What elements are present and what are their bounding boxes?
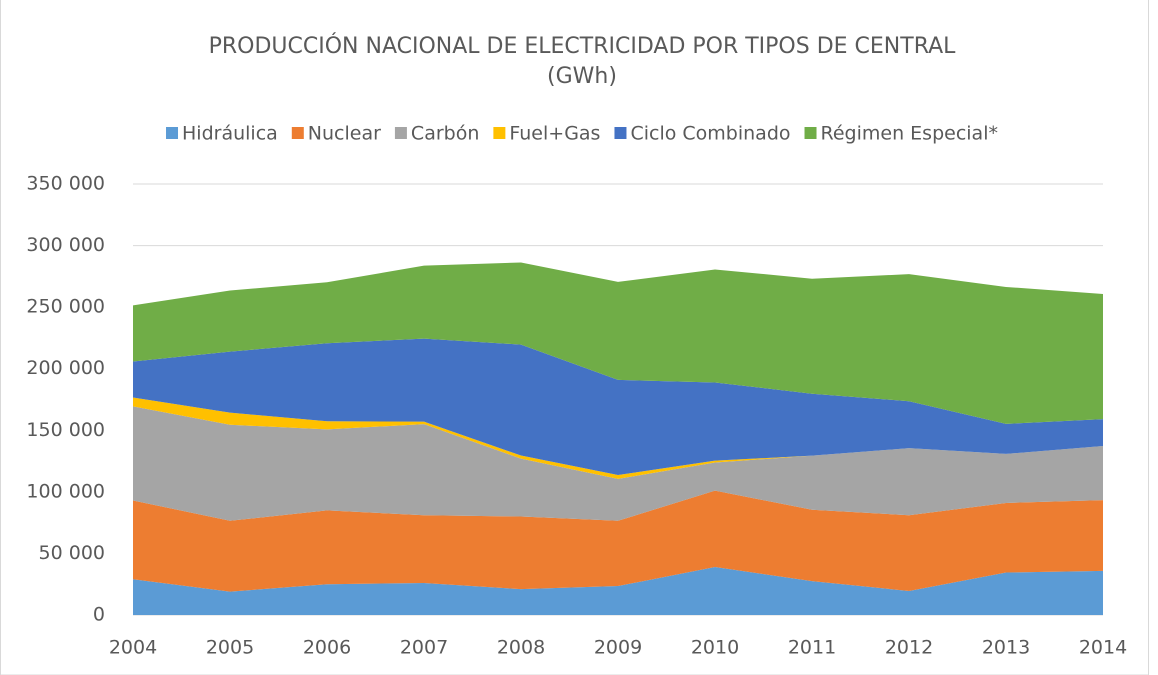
area (133, 490, 1103, 592)
legend-swatch (291, 127, 304, 139)
legend-label: Ciclo Combinado (630, 123, 790, 145)
x-tick-label: 2009 (594, 637, 642, 659)
x-tick-label: 2012 (885, 637, 933, 659)
y-tick-label: 200 000 (26, 357, 105, 379)
x-tick-label: 2011 (788, 637, 836, 659)
legend-swatch (493, 127, 506, 139)
chart-title: PRODUCCIÓN NACIONAL DE ELECTRICIDAD POR … (209, 33, 957, 59)
legend-label: Carbón (411, 123, 479, 145)
legend-swatch (166, 127, 179, 139)
y-tick-label: 150 000 (26, 419, 105, 441)
x-tick-label: 2008 (497, 637, 545, 659)
area (133, 262, 1103, 424)
area (133, 338, 1103, 475)
legend-swatch (804, 127, 817, 139)
legend-label: Régimen Especial* (821, 123, 998, 145)
y-tick-label: 350 000 (26, 173, 105, 195)
legend-swatch (614, 127, 627, 139)
x-tick-label: 2004 (109, 637, 157, 659)
legend-label: Nuclear (308, 123, 381, 145)
x-tick-label: 2013 (982, 637, 1030, 659)
x-tick-label: 2005 (206, 637, 254, 659)
y-tick-label: 50 000 (39, 542, 105, 564)
x-tick-label: 2014 (1079, 637, 1127, 659)
legend-label: Hidráulica (182, 123, 278, 145)
y-tick-label: 300 000 (26, 234, 105, 256)
legend-label: Fuel+Gas (509, 123, 600, 145)
x-tick-label: 2006 (303, 637, 351, 659)
x-tick-label: 2010 (691, 637, 739, 659)
y-tick-label: 100 000 (26, 480, 105, 502)
y-tick-label: 0 (93, 604, 105, 626)
y-tick-label: 250 000 (26, 296, 105, 318)
chart-subtitle: (GWh) (547, 64, 617, 89)
area (133, 566, 1103, 615)
legend-swatch (394, 127, 407, 139)
x-tick-label: 2007 (400, 637, 448, 659)
area (133, 406, 1103, 521)
